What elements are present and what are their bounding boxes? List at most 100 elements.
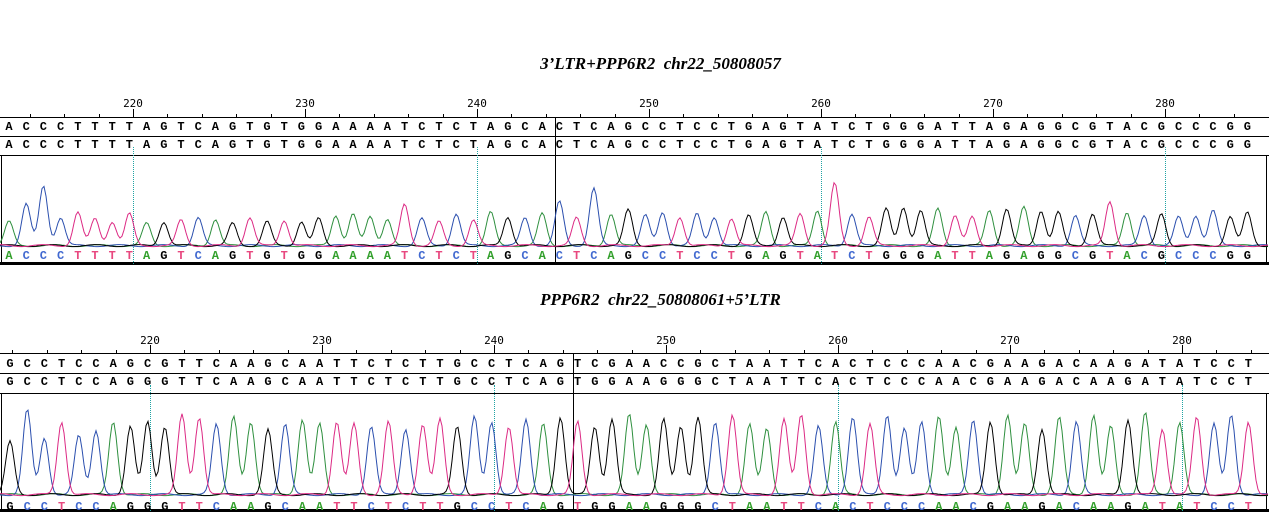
aligned-base: A [985, 138, 993, 152]
reference-base: C [710, 120, 718, 134]
called-base: A [985, 249, 993, 263]
reference-base: G [6, 357, 14, 371]
reference-base: T [1244, 357, 1252, 371]
ruler-tick [1233, 114, 1235, 117]
called-base: T [108, 249, 116, 263]
reference-base: T [435, 120, 443, 134]
aligned-base: A [211, 138, 219, 152]
called-base: T [195, 500, 203, 513]
aligned-base: G [264, 375, 272, 389]
called-base: A [813, 249, 821, 263]
called-base: G [453, 500, 461, 513]
ruler-tick [12, 350, 14, 353]
called-base: G [624, 249, 632, 263]
called-base: A [315, 500, 324, 513]
reference-base: T [951, 120, 959, 134]
called-base: T [780, 500, 788, 513]
reference-base: G [1088, 120, 1097, 134]
called-base: T [280, 249, 288, 263]
reference-base: A [985, 120, 993, 134]
called-base: G [899, 249, 907, 263]
reference-base: A [642, 357, 650, 371]
aligned-base: C [39, 138, 47, 152]
ruler-tick [769, 350, 771, 353]
called-base: C [555, 249, 563, 263]
aligned-base: G [1002, 138, 1011, 152]
aligned-base: T [728, 375, 736, 389]
aligned-base: T [178, 375, 186, 389]
called-base: A [1089, 500, 1098, 513]
reference-base: C [814, 357, 822, 371]
aligned-base: C [487, 375, 496, 389]
aligned-base: A [142, 138, 151, 152]
ruler-tick [631, 350, 633, 353]
ruler-tick [1147, 350, 1149, 353]
called-base: C [814, 500, 822, 513]
aligned-base: C [711, 375, 719, 389]
aligned-base: T [797, 375, 805, 389]
called-base: G [677, 500, 685, 513]
called-base: T [125, 249, 133, 263]
called-base: C [1071, 249, 1079, 263]
reference-base: T [246, 120, 254, 134]
ruler-tick [133, 109, 134, 117]
ruler-tick [734, 350, 736, 353]
called-base: C [658, 249, 667, 263]
reference-base: T [968, 120, 976, 134]
called-base: A [298, 500, 306, 513]
position-guide-line [1165, 147, 1166, 264]
aligned-base: T [177, 138, 185, 152]
called-base: T [951, 249, 959, 263]
reference-base: C [1140, 120, 1148, 134]
called-base: A [642, 500, 650, 513]
called-base: A [1141, 500, 1149, 513]
aligned-base: A [1123, 138, 1131, 152]
called-base: C [487, 500, 496, 513]
ruler-tick [597, 350, 599, 353]
aligned-base: T [1106, 138, 1114, 152]
ruler-tick [528, 350, 530, 353]
called-base: T [1193, 500, 1201, 513]
aligned-base: A [1089, 375, 1098, 389]
aligned-base: C [1192, 138, 1200, 152]
called-base: G [1124, 500, 1132, 513]
aligned-base: C [658, 138, 667, 152]
called-base: T [178, 500, 186, 513]
called-base: T [1106, 249, 1114, 263]
reference-base: A [349, 120, 357, 134]
ruler-tick [803, 350, 805, 353]
called-base: A [1123, 249, 1131, 263]
aligned-base: T [435, 138, 443, 152]
aligned-base: T [780, 375, 788, 389]
reference-base: C [194, 120, 202, 134]
aligned-base: C [22, 138, 30, 152]
reference-base: C [470, 357, 478, 371]
reference-base: G [1243, 120, 1251, 134]
ruler-tick [545, 114, 547, 117]
ruler-tick [201, 114, 203, 117]
called-base: A [211, 249, 219, 263]
aligned-base: G [899, 138, 907, 152]
reference-base: G [161, 357, 169, 371]
aligned-base: G [504, 138, 512, 152]
called-base: T [469, 249, 477, 263]
aligned-base: A [1175, 375, 1184, 389]
position-guide-line [477, 147, 478, 264]
called-base: C [470, 500, 478, 513]
called-base: T [830, 249, 839, 263]
called-base: G [986, 500, 994, 513]
called-base: C [452, 249, 460, 263]
aligned-base: C [92, 375, 100, 389]
called-base: C [521, 249, 529, 263]
reference-base: C [711, 357, 719, 371]
aligned-base: T [333, 375, 341, 389]
called-base: T [865, 249, 873, 263]
called-base: A [142, 249, 151, 263]
called-base: T [57, 500, 66, 513]
reference-base: C [1072, 357, 1080, 371]
called-base: C [23, 500, 31, 513]
reference-base: T [333, 357, 341, 371]
aligned-base: G [694, 375, 702, 389]
called-base: C [194, 249, 202, 263]
